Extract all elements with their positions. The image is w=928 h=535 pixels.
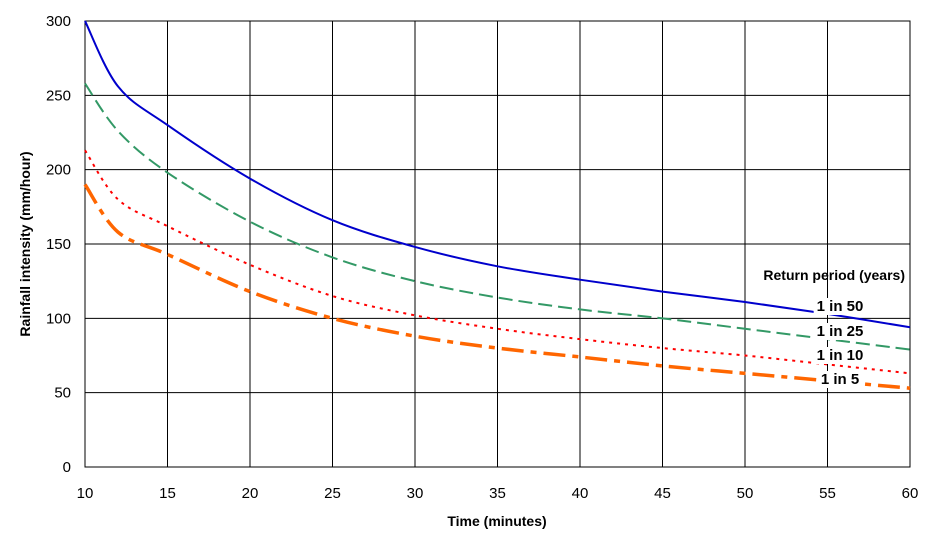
x-tick-label: 15 <box>159 485 176 502</box>
series-label: 1 in 25 <box>817 323 864 340</box>
series-line-1-in-5 <box>83 183 911 390</box>
series-lines <box>83 20 911 390</box>
x-tick-label: 20 <box>242 485 259 502</box>
series-line-1-in-50 <box>84 20 911 329</box>
x-tick-label: 10 <box>77 485 94 502</box>
x-tick-label: 30 <box>407 485 424 502</box>
series-label-background <box>813 347 867 364</box>
series-label-background <box>817 371 863 388</box>
x-tick-label: 50 <box>737 485 754 502</box>
x-tick-labels: 10 15 20 25 30 35 40 45 50 55 60 <box>77 485 919 502</box>
series-label-background <box>813 298 867 315</box>
y-tick-label: 50 <box>54 385 71 402</box>
y-tick-label: 250 <box>46 87 71 104</box>
x-axis-label: Time (minutes) <box>447 513 546 529</box>
y-tick-label: 200 <box>46 162 71 179</box>
x-tick-label: 60 <box>902 485 919 502</box>
series-label: 1 in 10 <box>817 347 864 364</box>
y-tick-label: 300 <box>46 13 71 30</box>
series-labels: 1 in 50 1 in 25 1 in 10 1 in 5 <box>813 298 867 388</box>
grid <box>84 20 911 468</box>
x-tick-label: 55 <box>819 485 836 502</box>
x-tick-label: 35 <box>489 485 506 502</box>
series-label-background <box>813 323 867 340</box>
x-tick-label: 45 <box>654 485 671 502</box>
x-tick-label: 25 <box>324 485 341 502</box>
series-line-1-in-25 <box>84 82 911 351</box>
plot-border <box>84 20 911 468</box>
y-tick-label: 100 <box>46 310 71 327</box>
series-label: 1 in 5 <box>821 371 859 388</box>
y-axis-label: Rainfall intensity (mm/hour) <box>17 151 33 336</box>
y-tick-label: 150 <box>46 236 71 253</box>
y-tick-labels: 0 50 100 150 200 250 300 <box>46 13 71 476</box>
y-tick-label: 0 <box>63 459 71 476</box>
x-tick-label: 40 <box>572 485 589 502</box>
series-label: 1 in 50 <box>817 298 864 315</box>
legend-title: Return period (years) <box>763 267 905 283</box>
